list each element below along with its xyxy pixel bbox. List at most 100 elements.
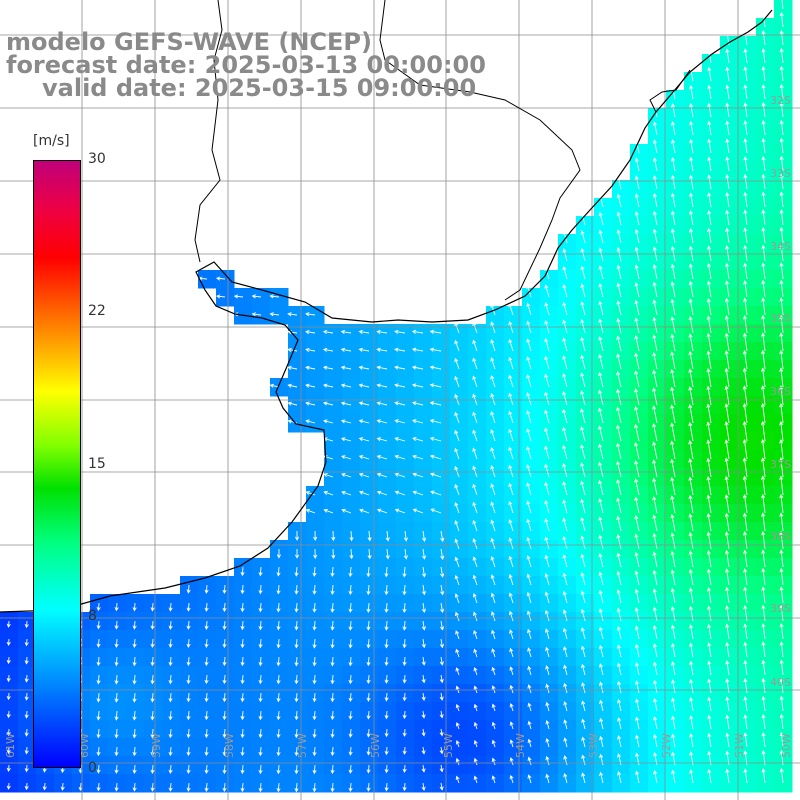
wind-cell <box>720 270 739 289</box>
wind-arrow <box>689 678 694 694</box>
wind-arrow <box>688 494 694 514</box>
wind-cell <box>702 378 721 397</box>
wind-cell <box>738 756 757 775</box>
wind-arrow <box>6 674 11 683</box>
wind-arrow <box>114 638 119 648</box>
wind-arrow <box>490 321 496 334</box>
wind-cell <box>666 468 685 487</box>
wind-arrow <box>688 513 694 532</box>
wind-arrow <box>186 656 191 667</box>
wind-arrow <box>562 535 568 550</box>
wind-arrow <box>455 667 460 676</box>
wind-arrow <box>132 656 137 667</box>
wind-cell <box>684 306 703 325</box>
wind-cell <box>774 558 793 577</box>
wind-arrow <box>114 674 119 685</box>
wind-arrow <box>60 782 65 791</box>
wind-arrow <box>706 297 712 316</box>
wind-arrow <box>598 425 604 442</box>
wind-cell <box>684 360 703 379</box>
wind-cell <box>540 540 559 559</box>
wind-arrow <box>724 367 730 388</box>
wind-cell <box>774 126 793 145</box>
wind-cell <box>630 432 649 451</box>
wind-cell <box>486 432 505 451</box>
wind-arrow <box>348 566 353 578</box>
wind-cell <box>396 468 415 487</box>
wind-arrow <box>508 519 514 532</box>
wind-cell <box>522 324 541 343</box>
wind-arrow <box>276 548 282 559</box>
wind-arrow <box>455 775 460 784</box>
wind-cell <box>468 648 487 667</box>
wind-cell <box>414 414 433 433</box>
wind-arrow <box>276 656 281 667</box>
wind-arrow <box>670 440 676 460</box>
wind-arrow <box>598 443 604 460</box>
wind-arrow <box>421 674 426 684</box>
wind-cell <box>450 612 469 631</box>
wind-cell <box>324 432 343 451</box>
wind-cell <box>522 558 541 577</box>
wind-cell <box>576 522 595 541</box>
wind-arrow <box>707 138 712 154</box>
wind-cell <box>774 630 793 649</box>
wind-cell <box>720 720 739 739</box>
wind-arrow <box>526 464 532 478</box>
wind-arrow <box>724 531 730 550</box>
wind-arrow <box>724 457 730 478</box>
wind-cell <box>684 486 703 505</box>
wind-arrow <box>276 620 281 631</box>
wind-cell <box>612 720 631 739</box>
wind-arrow <box>294 566 299 577</box>
wind-arrow <box>616 625 622 640</box>
wind-arrow <box>580 535 586 550</box>
wind-cell <box>702 270 721 289</box>
wind-arrow <box>508 464 514 478</box>
wind-cell <box>720 216 739 235</box>
wind-cell <box>522 504 541 523</box>
forecast-date: forecast date: 2025-03-13 00:00:00 <box>6 51 486 79</box>
wind-arrow <box>96 674 101 685</box>
wind-arrow <box>580 390 586 406</box>
wind-arrow <box>323 401 334 406</box>
wind-cell <box>684 756 703 775</box>
wind-arrow <box>412 436 424 442</box>
wind-arrow <box>6 746 11 755</box>
wind-arrow <box>634 175 640 190</box>
wind-arrow <box>760 475 766 496</box>
longitude-labels: 61W 60W 59W 58W 57W 56W 55W 54W 53W 52W 51W 50W <box>4 733 793 758</box>
wind-cell <box>738 774 757 793</box>
wind-cell <box>648 648 667 667</box>
wind-cell <box>396 450 415 469</box>
wind-cell <box>756 666 775 685</box>
wind-cell <box>774 108 793 127</box>
wind-arrow <box>599 681 604 694</box>
wind-arrow <box>671 85 676 100</box>
wind-cell <box>630 504 649 523</box>
wind-cell <box>540 324 559 343</box>
wind-cell <box>288 414 307 433</box>
wind-cell <box>504 684 523 703</box>
wind-cell <box>702 198 721 217</box>
wind-cell <box>540 558 559 577</box>
wind-arrow <box>439 764 444 773</box>
wind-arrow <box>580 627 586 640</box>
wind-cell <box>414 450 433 469</box>
wind-arrow <box>509 629 514 640</box>
wind-arrow <box>779 731 784 748</box>
wind-cell <box>702 162 721 181</box>
wind-arrow <box>688 298 694 316</box>
wind-arrow <box>725 227 730 244</box>
wind-arrow <box>653 679 658 694</box>
wind-cell <box>666 774 685 793</box>
wind-arrow <box>688 476 694 496</box>
wind-arrow <box>454 429 460 442</box>
wind-arrow <box>287 312 298 317</box>
wind-arrow <box>490 393 496 406</box>
wind-arrow <box>725 262 730 280</box>
wind-arrow <box>222 782 227 793</box>
wind-arrow <box>598 265 604 280</box>
wind-cell <box>414 504 433 523</box>
wind-arrow <box>269 312 280 317</box>
